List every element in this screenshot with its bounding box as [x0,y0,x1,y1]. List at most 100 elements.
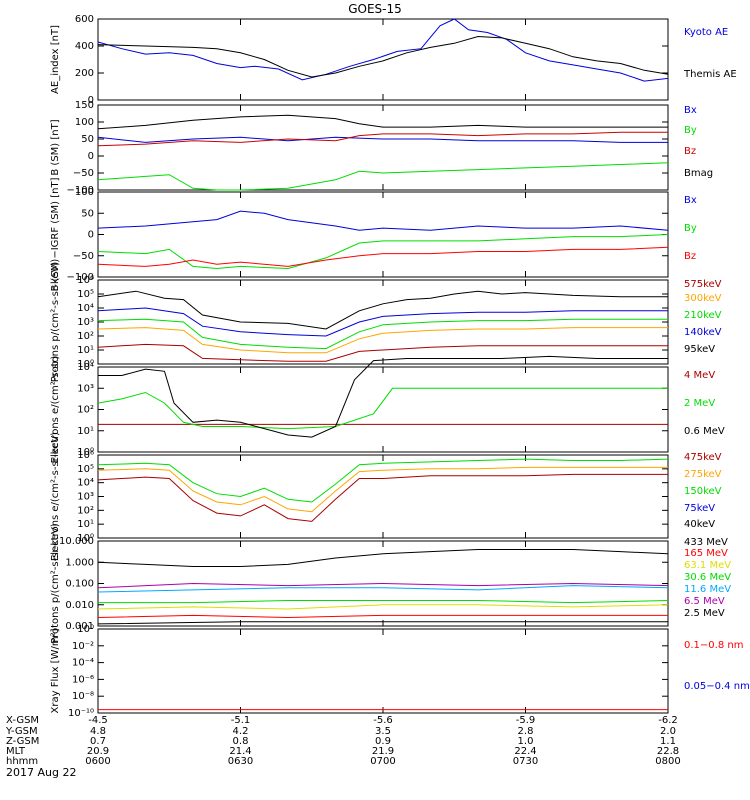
ephemeris-value: 1.1 [660,736,676,747]
ephemeris-value: 22.8 [657,746,679,757]
legend-label: 475keV [684,452,722,463]
chart-panel-1: 0 200 400 600 AE_index [nT] Kyoto AE Themis AE [50,14,737,106]
series-line-150keV [97,458,669,503]
series-line-Bmag [97,114,668,130]
legend-label: Bx [684,195,697,206]
legend-label: Bmag [684,168,713,179]
legend-label: 433 MeV [684,537,728,548]
series-line-575keV [97,343,668,362]
legend-label: 2.5 MeV [684,608,725,619]
y-tick-label: 400 [75,41,94,52]
legend-label: 0.1−0.8 nm [684,640,743,651]
y-tick-label: 10⁶ [77,450,94,461]
legend-label: 95keV [684,344,715,355]
ephemeris-value: -6.2 [658,715,678,726]
y-tick-label: 0.001 [65,621,94,632]
y-tick-label: 100 [75,117,94,128]
series-line-Bx [97,210,669,231]
y-tick-label: −100 [67,185,94,196]
legend-label: Kyoto AE [684,27,728,38]
figure-title: GOES-15 [348,2,402,16]
ephemeris-value: -5.6 [373,715,393,726]
series-line-Bx [97,136,668,143]
y-tick-label: 10⁻¹⁰ [68,708,94,719]
y-axis-label: AE_index [nT] [50,25,61,94]
series-line-63.1-MeV [97,604,669,610]
series-line-275keV [97,466,668,513]
y-tick-label: 10² [77,331,94,342]
ephemeris-row-label: Y-GSM [5,726,38,737]
y-tick-label: 10⁻⁸ [72,691,94,702]
series-line-30.6-MeV [98,600,669,604]
y-tick-label: 10⁶ [77,275,94,286]
legend-label: 6.5 MeV [684,596,725,607]
ephemeris-value: 1.0 [518,736,534,747]
ephemeris-value: 0700 [370,756,395,767]
y-tick-label: 0 [88,230,94,241]
y-tick-label: 50 [81,208,94,219]
ephemeris-value: -5.9 [516,715,536,726]
legend-label: 0.05−0.4 nm [684,681,750,692]
panel-frame [97,18,669,101]
y-tick-label: 10⁰ [77,533,94,544]
y-tick-label: 600 [75,14,94,25]
legend-label: Bz [684,251,696,262]
y-tick-label: 0 [88,151,94,162]
ephemeris-value: 20.9 [87,746,109,757]
series-line-By [97,162,669,191]
y-axis-label: Electrons e/(cm²-s-sr-keV) [50,432,61,561]
y-tick-label: 1.000 [65,557,94,568]
ephemeris-value: 0.8 [233,736,249,747]
y-tick-label: 10⁰ [77,624,94,635]
y-tick-label: 10⁰ [77,447,94,458]
chart-panel-5: 10⁰ 10¹ 10² 10³ 10⁴ Electrons e/(cm²-s-sr) 4 M… [50,356,725,464]
legend-label: 0.6 MeV [684,426,725,437]
panel-frame [97,366,669,453]
y-tick-label: 10⁴ [77,362,94,373]
y-axis-label: Protons p/(cm²-s-sr-keV) [50,523,61,644]
series-line-11.6-MeV [97,585,669,593]
y-tick-label: −50 [73,251,94,262]
ephemeris-row-label: hhmm [6,756,38,767]
y-tick-label: 10¹ [77,519,94,530]
ephemeris-value: 0600 [85,756,110,767]
series-line-Kyoto-AE [97,18,669,82]
y-tick-label: 10⁴ [77,303,94,314]
y-axis-label: B (SM)−IGRF (SM) [nT] [50,177,61,291]
chart-panel-8: 10⁻¹⁰ 10⁻⁸ 10⁻⁶ 10⁻⁴ 10⁻² 10⁰ Xray Flux [W/m²]… [50,624,750,719]
y-tick-label: −100 [67,272,94,283]
legend-label: Bx [684,105,697,116]
y-tick-label: 200 [75,68,94,79]
legend-label: 210keV [684,310,722,321]
y-tick-label: 10² [77,505,94,516]
legend-label: 30.6 MeV [684,572,731,583]
ephemeris-value: 0630 [228,756,253,767]
legend-label: 11.6 MeV [684,584,731,595]
legend-label: 300keV [684,293,722,304]
series-line-2-MeV [97,387,668,430]
y-tick-label: 10⁻⁶ [72,674,94,685]
legend-label: 4 MeV [684,370,715,381]
legend-label: 150keV [684,486,722,497]
legend-label: 2 MeV [684,398,715,409]
series-line-By [97,234,669,270]
panels: 0 200 400 600 AE_index [nT] Kyoto AE Themis AE… [50,14,750,719]
series-line-210keV [97,318,668,350]
series-line-Themis-AE [97,35,669,78]
y-tick-label: 100 [75,187,94,198]
y-tick-label: 10³ [77,317,94,328]
legend-label: 40keV [684,519,715,530]
ephemeris-value: 3.5 [375,726,391,737]
ephemeris-value: 22.4 [514,746,536,757]
y-tick-label: 0 [88,95,94,106]
chart-panel-4: 10⁰ 10¹ 10² 10³ 10⁴ 10⁵ 10⁶ Protons p/(cm²-s-sr… [50,262,722,383]
series-line-6.5-MeV [97,582,669,589]
series-line-95keV [97,290,668,330]
series-line-140keV [97,307,668,337]
ephemeris-value: -4.5 [88,715,108,726]
panel-frame [97,628,669,714]
panel-frame [97,104,669,191]
y-tick-label: −50 [73,168,94,179]
y-tick-label: 10³ [77,383,94,394]
